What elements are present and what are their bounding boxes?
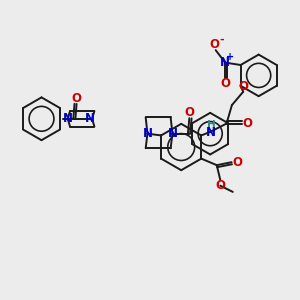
Text: +: + xyxy=(226,52,235,62)
Text: O: O xyxy=(243,117,253,130)
Text: N: N xyxy=(85,112,95,125)
Text: O: O xyxy=(232,156,242,169)
Text: -: - xyxy=(219,35,224,45)
Text: N: N xyxy=(220,56,230,69)
Text: O: O xyxy=(239,80,249,93)
Text: O: O xyxy=(220,77,230,90)
Text: O: O xyxy=(209,38,220,51)
Text: N: N xyxy=(167,127,177,140)
Text: O: O xyxy=(215,179,225,192)
Text: O: O xyxy=(184,106,194,119)
Text: N: N xyxy=(206,126,216,139)
Text: H: H xyxy=(207,120,215,130)
Text: O: O xyxy=(72,92,82,105)
Text: N: N xyxy=(63,112,73,125)
Text: N: N xyxy=(142,127,152,140)
